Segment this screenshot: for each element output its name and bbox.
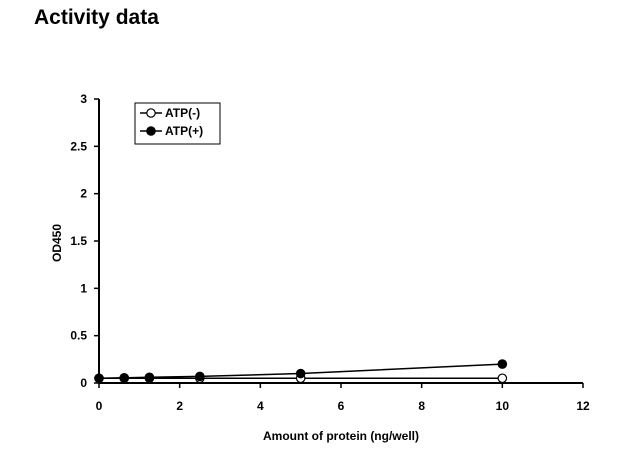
y-axis-title: OD450 — [50, 224, 64, 262]
x-tick-label: 10 — [496, 399, 510, 413]
y-tick-label: 2 — [80, 187, 87, 201]
data-point — [497, 373, 508, 384]
x-tick-label: 6 — [338, 399, 345, 413]
chart-series-points — [94, 359, 508, 384]
legend-marker — [146, 126, 156, 136]
chart-legend: ATP(-) ATP(+) — [134, 102, 221, 145]
data-point — [195, 371, 205, 382]
x-axis-title: Amount of protein (ng/well) — [263, 429, 419, 443]
y-tick-label: 1.5 — [70, 234, 87, 248]
legend-entry-label: ATP(+) — [165, 124, 203, 138]
data-point — [497, 359, 508, 369]
x-tick-label: 2 — [176, 399, 183, 413]
y-tick-label: 0.5 — [70, 329, 87, 343]
data-point — [94, 373, 104, 384]
data-point — [119, 372, 130, 383]
y-tick-label: 2.5 — [70, 139, 87, 153]
data-point — [144, 372, 155, 383]
legend-entry-label: ATP(-) — [165, 106, 200, 120]
x-tick-label: 12 — [576, 399, 590, 413]
x-tick-label: 4 — [257, 399, 264, 413]
x-tick-label: 8 — [418, 399, 425, 413]
x-tick-label: 0 — [96, 399, 103, 413]
chart-ticks: 0 0.5 1 1.5 2 2.5 3 0 2 4 6 8 10 12 — [70, 92, 590, 413]
page-title: Activity data — [34, 6, 159, 29]
y-tick-label: 0 — [80, 376, 87, 390]
data-point — [295, 368, 306, 379]
legend-marker — [146, 108, 156, 118]
y-tick-label: 3 — [80, 92, 87, 106]
y-tick-label: 1 — [80, 281, 87, 295]
